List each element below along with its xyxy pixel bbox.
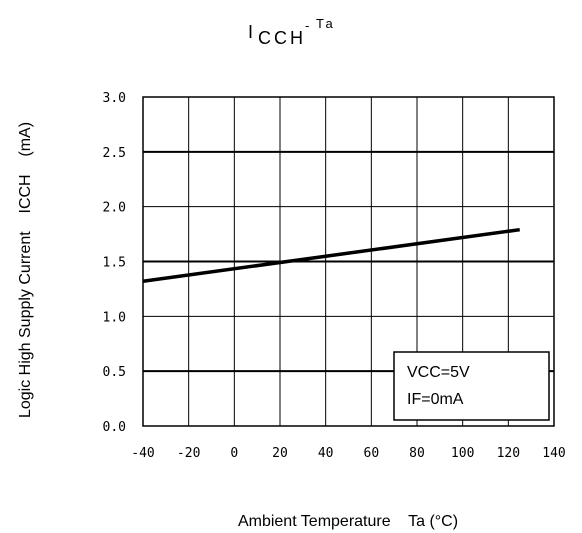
legend: VCC=5V IF=0mA	[393, 351, 550, 421]
y-tick-label: 0.0	[103, 420, 126, 435]
chart-title-subscript: CCH	[258, 28, 306, 48]
y-tick-labels: 0.0 0.5 1.0 1.5 2.0 2.5 3.0	[103, 91, 126, 435]
series-line	[142, 227, 520, 283]
y-tick-label: 2.5	[103, 146, 126, 161]
legend-line-vcc: VCC=5V	[407, 364, 470, 381]
x-tick-label: 140	[542, 446, 565, 461]
x-tick-label: 120	[497, 446, 520, 461]
x-axis-title: Ambient Temperature Ta (°C)	[238, 513, 458, 530]
chart-title-separator: -	[305, 18, 309, 33]
y-tick-label: 3.0	[103, 91, 126, 106]
x-tick-label: 0	[230, 446, 238, 461]
x-tick-label: 40	[318, 446, 334, 461]
y-tick-label: 2.0	[103, 201, 126, 216]
x-tick-label: 60	[364, 446, 380, 461]
plot-frame	[142, 96, 555, 427]
chart-title-tail: Ta	[316, 16, 336, 31]
legend-line-if: IF=0mA	[407, 391, 464, 408]
y-tick-label: 1.5	[103, 256, 126, 271]
y-tick-label: 1.0	[103, 310, 126, 325]
x-tick-labels: -40 -20 0 20 40 60 80 100 120 140	[131, 446, 565, 461]
x-tick-label: -40	[131, 446, 154, 461]
y-tick-label: 0.5	[103, 365, 126, 380]
x-tick-label: 80	[409, 446, 425, 461]
series-layer	[142, 227, 520, 283]
legend-box	[393, 351, 550, 421]
x-tick-label: 20	[272, 446, 288, 461]
x-tick-label: -20	[177, 446, 200, 461]
y-axis-title: Logic High Supply Current ICCH (mA)	[17, 122, 34, 418]
x-tick-label: 100	[451, 446, 474, 461]
chart-title-main: I	[248, 22, 253, 42]
chart-title: I CCH - Ta	[248, 16, 336, 48]
